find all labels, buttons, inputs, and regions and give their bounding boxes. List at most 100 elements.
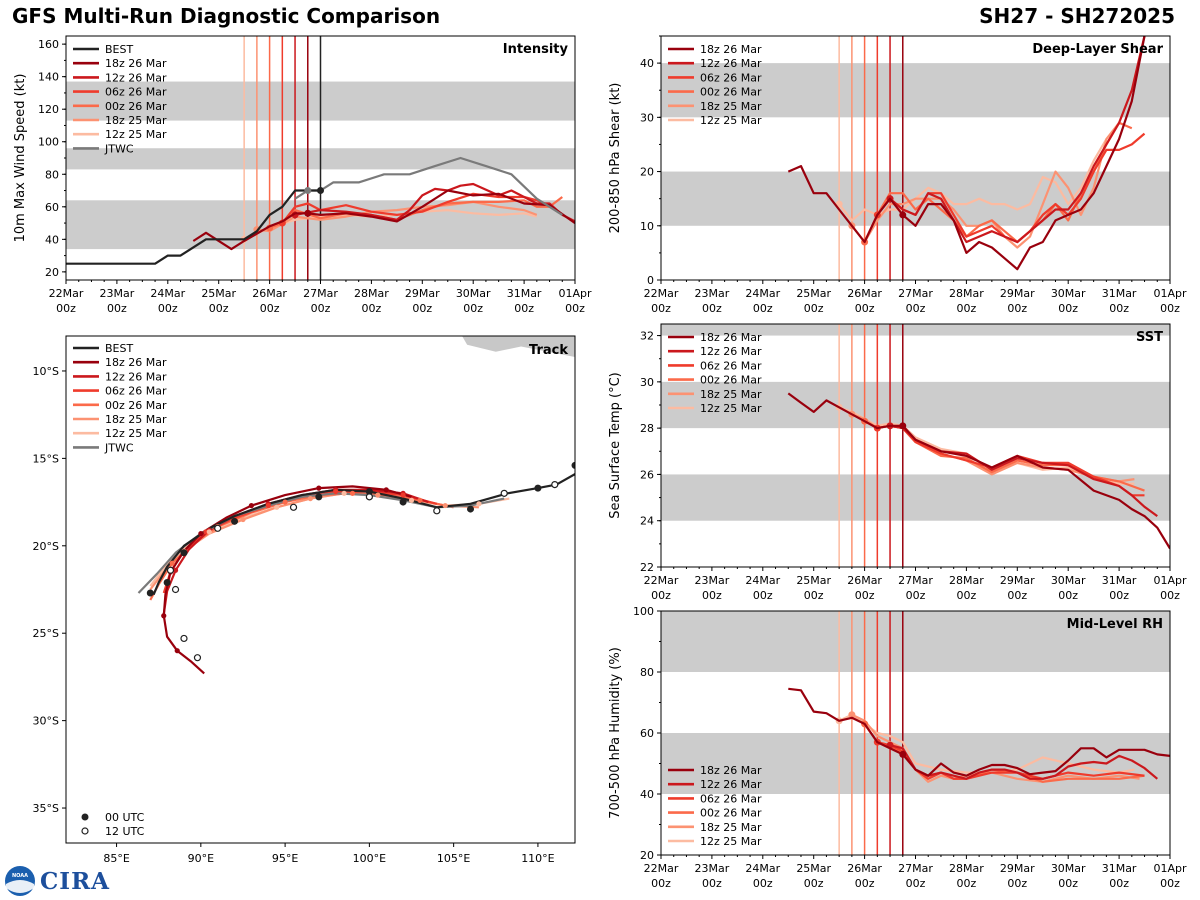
intensity-xtick-label: 22Mar	[49, 287, 84, 300]
intensity-ytick-label: 160	[38, 38, 59, 51]
track-xtick-label: 90°E	[188, 852, 214, 865]
cira-logo: NOAA	[5, 866, 35, 896]
shear-xtick-label: 29Mar	[1000, 287, 1035, 300]
track-xtick-label: 85°E	[103, 852, 129, 865]
intensity-legend-label: 06z 26 Mar	[105, 86, 167, 99]
rh-xtick-label: 01Apr	[1153, 862, 1187, 875]
rh-band-1	[661, 611, 1170, 672]
track-position-marker	[240, 516, 246, 523]
rh-legend-label: 06z 26 Mar	[700, 792, 762, 805]
track-chart: 85°E 90°E 95°E 100°E 105°E 110°E 10°S 15°S 20°S 2…	[33, 335, 576, 865]
track-position-marker	[198, 530, 204, 537]
track-legend-marker-label: 00 UTC	[105, 811, 145, 824]
rh-xtick-label: 00z	[702, 877, 722, 890]
intensity-plot-area	[66, 36, 575, 280]
track-legend-label: 18z 25 Mar	[105, 413, 167, 426]
track-best-00utc-marker	[571, 461, 575, 469]
track-legend-marker-label: 12 UTC	[105, 825, 145, 838]
track-position-marker	[333, 488, 339, 495]
shear-legend-label: 00z 26 Mar	[700, 86, 762, 99]
track-position-marker	[341, 490, 347, 496]
intensity-legend-label: 00z 26 Mar	[105, 100, 167, 113]
sst-xtick-label: 31Mar	[1102, 574, 1137, 587]
intensity-legend-label: 18z 26 Mar	[105, 57, 167, 70]
rh-ylabel: 700-500 hPa Humidity (%)	[608, 647, 623, 819]
rh-xtick-label: 00z	[1160, 877, 1180, 890]
track-legend-label: 12z 26 Mar	[105, 370, 167, 383]
shear-xtick-label: 00z	[957, 302, 977, 315]
intensity-ytick-label: 40	[45, 233, 59, 246]
track-best-12utc-marker	[500, 489, 508, 497]
sst-xtick-label: 00z	[957, 589, 977, 602]
rh-xtick-label: 26Mar	[847, 862, 882, 875]
rh-xtick-label: 28Mar	[949, 862, 984, 875]
intensity-xtick-label: 29Mar	[405, 287, 440, 300]
intensity-xtick-label: 00z	[565, 302, 585, 315]
rh-legend-label: 12z 26 Mar	[700, 778, 762, 791]
sst-xtick-label: 23Mar	[695, 574, 730, 587]
track-position-marker	[316, 485, 322, 491]
rh-ytick-label: 80	[640, 666, 654, 679]
intensity-series-line	[66, 189, 321, 265]
shear-xtick-label: 26Mar	[847, 287, 882, 300]
intensity-xtick-label: 00z	[311, 302, 331, 315]
shear-xtick-label: 00z	[1160, 302, 1180, 315]
rh-series-line	[788, 687, 1170, 777]
rh-xtick-label: 27Mar	[898, 862, 933, 875]
shear-xtick-label: 00z	[1058, 302, 1078, 315]
intensity-xtick-label: 00z	[260, 302, 280, 315]
rh-legend-label: 18z 26 Mar	[700, 764, 762, 777]
sst-xtick-label: 24Mar	[745, 574, 780, 587]
track-legend-label: 06z 26 Mar	[105, 385, 167, 398]
shear-title: Deep-Layer Shear	[1032, 42, 1163, 57]
shear-legend-label: 12z 26 Mar	[700, 57, 762, 70]
sst-xtick-label: 00z	[906, 589, 926, 602]
track-legend-label: 00z 26 Mar	[105, 399, 167, 412]
intensity-xtick-label: 00z	[107, 302, 127, 315]
track-best-00utc-marker	[315, 493, 323, 501]
sst-xtick-label: 27Mar	[898, 574, 933, 587]
track-position-marker	[206, 529, 212, 535]
rh-xtick-label: 00z	[855, 877, 875, 890]
sst-xtick-label: 25Mar	[796, 574, 831, 587]
track-ytick-label: 25°S	[33, 627, 59, 640]
shear-xtick-label: 27Mar	[898, 287, 933, 300]
intensity-jtwc-marker	[304, 187, 312, 195]
shear-xtick-label: 00z	[1109, 302, 1129, 315]
track-legend-label: BEST	[105, 342, 133, 355]
sst-legend-label: 18z 26 Mar	[700, 331, 762, 344]
track-legend-label: 18z 26 Mar	[105, 356, 167, 369]
rh-legend-label: 00z 26 Mar	[700, 807, 762, 820]
intensity-chart: 20 40 60 80 100 120 140 160 22Mar 00z 23Mar 00z 24Ma…	[13, 35, 592, 315]
shear-xtick-label: 00z	[804, 302, 824, 315]
intensity-ytick-label: 60	[45, 201, 59, 214]
shear-xtick-label: 00z	[906, 302, 926, 315]
intensity-series-line	[192, 189, 575, 251]
intensity-xtick-label: 27Mar	[303, 287, 338, 300]
intensity-xtick-label: 01Apr	[558, 287, 592, 300]
rh-xtick-label: 00z	[1007, 877, 1027, 890]
intensity-xtick-label: 25Mar	[201, 287, 236, 300]
sst-title: SST	[1136, 330, 1163, 345]
intensity-xtick-label: 00z	[514, 302, 534, 315]
rh-ytick-label: 20	[640, 849, 654, 862]
sst-xtick-label: 00z	[1160, 589, 1180, 602]
intensity-ytick-label: 80	[45, 168, 59, 181]
track-position-marker	[169, 560, 175, 566]
rh-xtick-label: 00z	[1058, 877, 1078, 890]
shear-xtick-label: 00z	[702, 302, 722, 315]
sst-ylabel: Sea Surface Temp (°C)	[608, 372, 623, 519]
rh-xtick-label: 00z	[651, 877, 671, 890]
track-xtick-label: 100°E	[353, 852, 386, 865]
intensity-ytick-label: 100	[38, 136, 59, 149]
track-best-12utc-marker	[171, 585, 180, 594]
sst-legend-label: 06z 26 Mar	[700, 359, 762, 372]
rh-xtick-label: 31Mar	[1102, 862, 1137, 875]
rh-xtick-label: 30Mar	[1051, 862, 1086, 875]
rh-init-marker	[848, 711, 856, 719]
intensity-best-marker	[317, 187, 324, 195]
shear-plot-area	[661, 36, 1170, 280]
intensity-ytick-label: 120	[38, 103, 59, 116]
shear-legend-label: 06z 26 Mar	[700, 71, 762, 84]
track-series-line	[149, 492, 479, 591]
